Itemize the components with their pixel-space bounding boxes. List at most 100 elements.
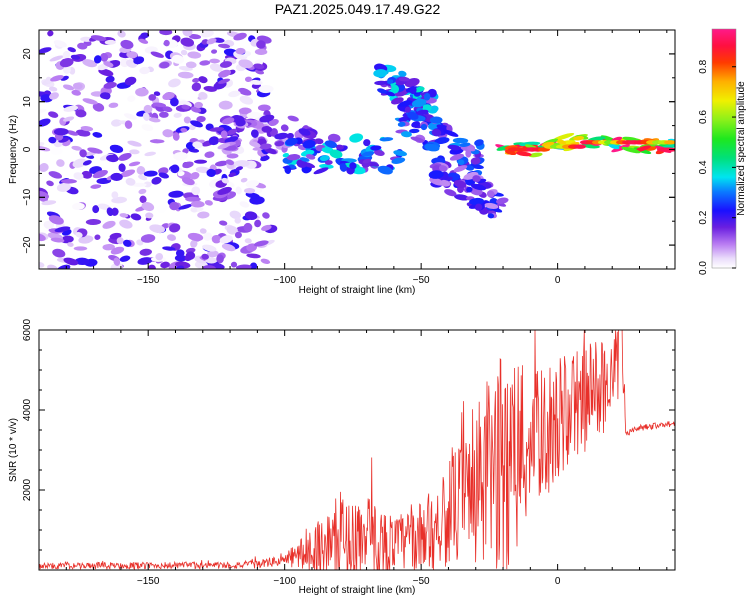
heatmap-cell bbox=[169, 97, 179, 107]
heatmap-cell bbox=[253, 63, 265, 70]
heatmap-cell bbox=[206, 250, 219, 258]
heatmap-cell bbox=[209, 58, 221, 64]
y-tick-label: 2000 bbox=[22, 478, 33, 501]
heatmap-cell bbox=[363, 139, 371, 147]
heatmap-cell bbox=[170, 164, 180, 174]
heatmap-cell bbox=[246, 111, 261, 119]
heatmap-cell bbox=[102, 243, 115, 251]
heatmap-cell bbox=[429, 116, 443, 124]
heatmap-cell bbox=[143, 170, 158, 177]
colorbar-tick-label: 0.4 bbox=[698, 160, 709, 174]
heatmap-cell bbox=[319, 155, 330, 162]
y-tick-label: 20 bbox=[22, 48, 33, 60]
heatmap-cell bbox=[217, 43, 231, 49]
heatmap-cell bbox=[329, 149, 343, 159]
heatmap-area bbox=[39, 30, 675, 269]
heatmap-cell bbox=[126, 51, 138, 59]
heatmap-cell bbox=[198, 76, 208, 84]
heatmap-cell bbox=[194, 101, 203, 109]
heatmap-cell bbox=[180, 127, 188, 133]
heatmap-cell bbox=[62, 84, 75, 91]
heatmap-cell bbox=[264, 147, 277, 155]
heatmap-cell bbox=[208, 136, 220, 146]
heatmap-cell bbox=[324, 160, 333, 165]
heatmap-cell bbox=[150, 51, 164, 58]
heatmap-cell bbox=[110, 172, 123, 181]
heatmap-cell bbox=[362, 151, 375, 157]
heatmap-cell bbox=[259, 143, 272, 150]
chart-title: PAZ1.2025.049.17.49.G22 bbox=[274, 1, 441, 17]
heatmap-cell bbox=[240, 177, 248, 183]
heatmap-cell bbox=[282, 152, 289, 158]
heatmap-cell bbox=[238, 87, 252, 96]
heatmap-cell bbox=[73, 246, 88, 251]
heatmap-cell bbox=[349, 133, 364, 143]
heatmap-cell bbox=[222, 117, 235, 125]
heatmap-cell bbox=[123, 113, 137, 120]
heatmap-cell bbox=[123, 103, 135, 110]
heatmap-cell bbox=[199, 228, 207, 234]
heatmap-cell bbox=[74, 257, 90, 266]
heatmap-cell bbox=[149, 139, 165, 144]
heatmap-cell bbox=[398, 116, 409, 123]
x-tick-label: −100 bbox=[273, 576, 296, 587]
colorbar-tick-label: 0.2 bbox=[698, 210, 709, 224]
heatmap-cell bbox=[39, 146, 51, 152]
heatmap-cell bbox=[206, 168, 216, 177]
heatmap-cell bbox=[262, 212, 270, 219]
y-tick-label: −20 bbox=[22, 236, 33, 253]
heatmap-cell bbox=[235, 186, 242, 195]
heatmap-cell bbox=[149, 224, 166, 234]
heatmap-cell bbox=[117, 30, 126, 38]
heatmap-cell bbox=[411, 121, 420, 128]
heatmap-cell bbox=[373, 69, 388, 78]
heatmap-cell bbox=[183, 116, 191, 124]
heatmap-cell bbox=[239, 201, 250, 208]
heatmap-cell bbox=[243, 188, 256, 194]
heatmap-cell bbox=[139, 195, 147, 204]
heatmap-cell bbox=[444, 189, 457, 197]
heatmap-cell bbox=[339, 163, 347, 172]
heatmap-cell bbox=[160, 261, 170, 269]
heatmap-cell bbox=[204, 151, 215, 158]
heatmap-cell bbox=[384, 91, 396, 97]
heatmap-cell bbox=[211, 234, 222, 244]
heatmap-cell bbox=[156, 204, 168, 214]
heatmap-cell bbox=[484, 202, 499, 209]
heatmap-cell bbox=[162, 246, 176, 251]
y-axis-label: SNR (10 * v/v) bbox=[8, 418, 19, 482]
heatmap-cell bbox=[39, 262, 45, 268]
y-tick-label: 6000 bbox=[22, 318, 33, 341]
heatmap-cell bbox=[377, 88, 387, 94]
heatmap-cell bbox=[227, 128, 238, 135]
heatmap-cell bbox=[226, 225, 238, 235]
heatmap-cell bbox=[39, 163, 49, 172]
heatmap-cell bbox=[110, 246, 125, 255]
heatmap-cell bbox=[81, 170, 93, 179]
snr-line-area bbox=[39, 330, 675, 570]
heatmap-cell bbox=[470, 157, 481, 165]
heatmap-cell bbox=[194, 159, 208, 164]
heatmap-cell bbox=[178, 203, 193, 210]
heatmap-cell bbox=[235, 47, 246, 55]
heatmap-cell bbox=[120, 169, 136, 178]
heatmap-cell bbox=[67, 242, 74, 247]
heatmap-cell bbox=[443, 129, 459, 137]
heatmap-cell bbox=[219, 61, 233, 68]
heatmap-cell bbox=[474, 203, 483, 211]
heatmap-cell bbox=[611, 144, 630, 153]
heatmap-cell bbox=[203, 232, 213, 241]
heatmap-cell bbox=[245, 192, 260, 199]
heatmap-cell bbox=[139, 66, 150, 75]
heatmap-cell bbox=[245, 180, 260, 188]
heatmap-cell bbox=[136, 239, 144, 246]
heatmap-cell bbox=[286, 132, 294, 140]
y-tick-label: −10 bbox=[22, 188, 33, 205]
heatmap-cell bbox=[201, 30, 214, 38]
heatmap-cell bbox=[257, 104, 271, 112]
heatmap-cell bbox=[454, 194, 470, 201]
heatmap-cell bbox=[180, 37, 195, 47]
heatmap-cell bbox=[246, 253, 261, 259]
heatmap-cell bbox=[664, 140, 675, 145]
heatmap-cell bbox=[135, 87, 149, 97]
